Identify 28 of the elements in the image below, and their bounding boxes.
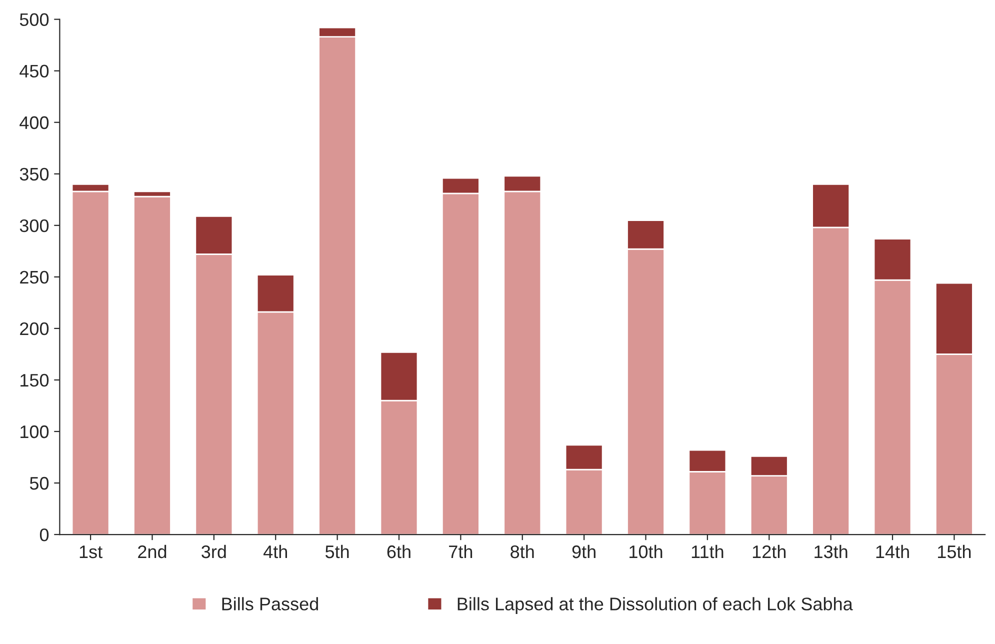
x-tick-label: 1st <box>80 546 102 558</box>
y-tick-label: 100 <box>20 425 49 438</box>
x-tick-label: 11th <box>692 544 724 558</box>
x-tick-label: 10th <box>630 544 662 558</box>
x-tick-label: 3rd <box>202 544 226 558</box>
y-tick-label: 50 <box>30 476 49 490</box>
y-tick-label: 250 <box>20 270 49 284</box>
y-tick-label: 200 <box>20 322 49 336</box>
x-tick-label: 6th <box>387 544 410 558</box>
y-tick-label: 0 <box>40 528 49 542</box>
x-tick-label: 12th <box>752 544 786 558</box>
x-tick-label: 9th <box>572 544 596 558</box>
y-tick-label: 150 <box>20 374 49 387</box>
legend-label: Bills Passed <box>222 597 318 610</box>
y-tick-label: 400 <box>20 116 49 130</box>
x-tick-label: 14th <box>876 544 909 558</box>
x-tick-label: 8th <box>510 544 534 558</box>
y-tick-label: 500 <box>20 13 49 26</box>
y-tick-label: 450 <box>20 64 49 78</box>
y-tick-label: 300 <box>20 219 49 232</box>
x-tick-label: 2nd <box>138 544 166 558</box>
x-tick-label: 15th <box>938 544 971 558</box>
x-tick-label: 4th <box>263 544 287 558</box>
x-tick-label: 5th <box>325 544 349 558</box>
legend-label: Bills Lapsed at the Dissolution of each Lok Sabha <box>458 597 853 614</box>
x-tick-label: 13th <box>814 544 848 558</box>
x-tick-label: 7th <box>449 544 472 558</box>
y-tick-label: 350 <box>20 168 49 181</box>
